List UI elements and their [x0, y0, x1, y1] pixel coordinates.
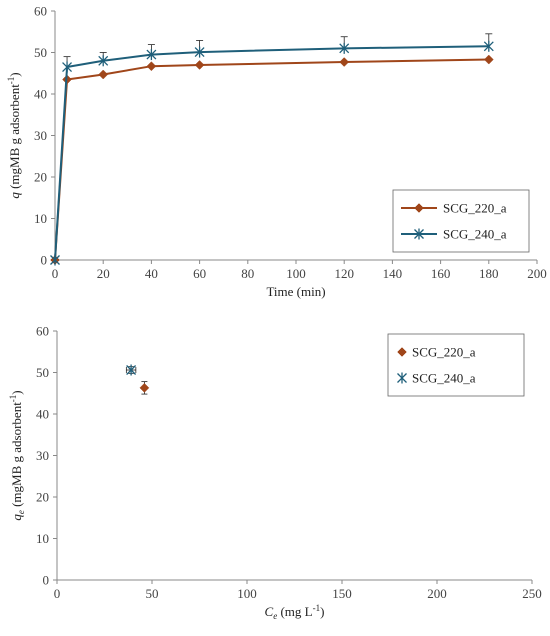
y-tick-label: 40 — [34, 87, 47, 102]
x-tick-label: 200 — [527, 266, 547, 281]
series-SCG_240_a — [50, 33, 494, 266]
data-point — [339, 57, 350, 67]
series-SCG_240_a — [125, 364, 137, 376]
y-tick-label: 30 — [34, 128, 47, 143]
legend-box — [387, 333, 525, 397]
y-axis-title: qe (mgMB g adsorbent-1) — [8, 390, 26, 520]
x-tick-label: 160 — [431, 266, 451, 281]
isotherm-chart: 0 10 20 30 40 50 60 0 50 100 150 200 250 Ce (mg L-1) q… — [8, 324, 542, 622]
legend-marker — [414, 228, 424, 240]
data-point — [194, 60, 205, 70]
data-point — [62, 61, 73, 73]
y-tick-label: 60 — [34, 4, 47, 19]
y-tick-label: 30 — [36, 448, 49, 463]
x-tick-label: 140 — [383, 266, 403, 281]
data-point — [339, 42, 350, 54]
y-tick-label: 20 — [34, 170, 47, 185]
legend-marker — [397, 347, 407, 357]
x-tick-label: 100 — [237, 586, 257, 601]
legend: SCG_220_a SCG_240_a — [392, 189, 530, 253]
x-tick-label: 60 — [193, 266, 206, 281]
legend-marker — [414, 203, 424, 213]
y-tick-label: 10 — [34, 211, 47, 226]
x-tick-label: 100 — [286, 266, 306, 281]
x-tick-label: 80 — [241, 266, 254, 281]
x-tick-label: 0 — [52, 266, 59, 281]
data-point — [126, 364, 137, 376]
y-tick-label: 60 — [36, 324, 49, 339]
legend: SCG_220_a SCG_240_a — [387, 333, 525, 397]
y-tick-label: 40 — [36, 407, 49, 422]
x-tick-label: 150 — [332, 586, 352, 601]
y-tick-label: 20 — [36, 490, 49, 505]
legend-label: SCG_220_a — [443, 201, 507, 216]
x-tick-label: 180 — [479, 266, 499, 281]
data-point — [139, 383, 150, 393]
x-tick-label: 40 — [145, 266, 158, 281]
series-SCG_220_a — [139, 381, 150, 395]
data-point — [98, 55, 109, 67]
legend-marker — [397, 372, 407, 384]
y-tick-label: 0 — [41, 253, 48, 268]
x-tick-label: 120 — [334, 266, 354, 281]
x-axis-title: Ce (mg L-1) — [265, 603, 325, 621]
x-tick-label: 0 — [54, 586, 61, 601]
legend-label: SCG_240_a — [412, 371, 476, 386]
y-tick-label: 50 — [36, 365, 49, 380]
kinetics-chart: 0 10 20 30 40 50 60 0 20 40 60 80 100 120 140 160 180 200… — [6, 4, 547, 300]
x-axis-title: Time (min) — [266, 284, 325, 299]
legend-box — [392, 189, 530, 253]
legend-label: SCG_240_a — [443, 227, 507, 242]
data-point — [483, 54, 494, 65]
data-point — [146, 49, 157, 61]
y-tick-label: 10 — [36, 531, 49, 546]
data-point — [50, 254, 60, 266]
y-tick-label: 0 — [43, 573, 50, 588]
data-point — [146, 61, 157, 72]
data-point — [194, 46, 205, 58]
y-tick-label: 50 — [34, 45, 47, 60]
x-tick-label: 50 — [146, 586, 159, 601]
data-point — [98, 69, 109, 80]
x-tick-label: 250 — [522, 586, 542, 601]
data-point — [483, 40, 494, 52]
x-tick-label: 200 — [427, 586, 447, 601]
legend-label: SCG_220_a — [412, 345, 476, 360]
y-axis-title: q (mgMB g adsorbent-1) — [6, 72, 22, 198]
x-tick-label: 20 — [97, 266, 110, 281]
